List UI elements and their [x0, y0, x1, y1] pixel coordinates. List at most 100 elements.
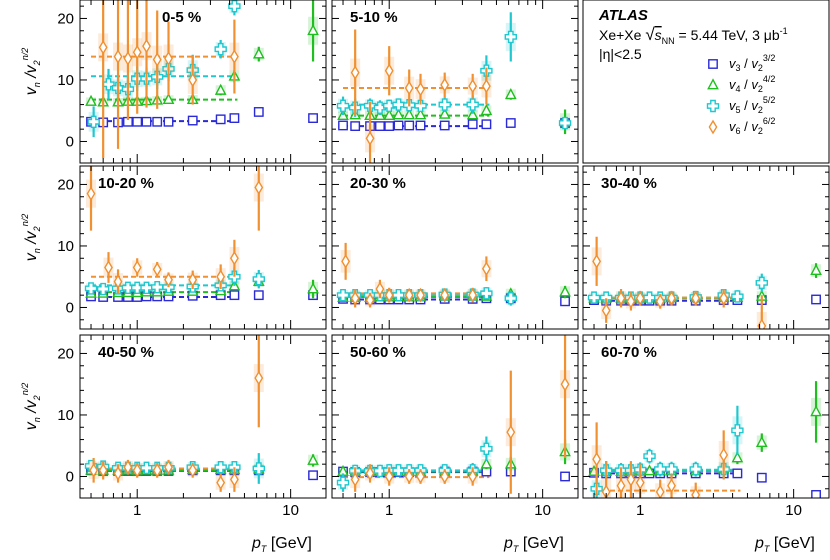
data-point-v6	[229, 49, 239, 64]
data-point-v4	[755, 435, 768, 448]
data-point-v3	[756, 472, 767, 483]
panel-frame	[582, 165, 830, 330]
data-point-v3	[350, 121, 361, 131]
data-point-v6	[404, 80, 414, 96]
legend-item-v5: v5 / v25/2	[706, 95, 775, 115]
data-point-v6	[132, 462, 142, 478]
data-point-v3	[338, 120, 348, 131]
data-point-v5	[383, 99, 396, 112]
data-point-v3	[481, 119, 492, 130]
panel-frame	[79, 0, 327, 164]
data-point-v6	[626, 472, 636, 487]
data-point-v6	[254, 370, 264, 386]
data-point-v6	[365, 131, 375, 146]
data-point-v4	[559, 285, 571, 297]
centrality-label: 10-20 %	[98, 175, 154, 192]
data-point-v6	[481, 261, 491, 277]
x-tick-label: 1	[133, 502, 141, 519]
y-tick-label: 20	[57, 10, 74, 27]
y-tick-label: 10	[57, 72, 74, 89]
data-point-v3	[308, 470, 318, 481]
legend-label: v3 / v23/2	[729, 53, 775, 73]
data-point-v6	[635, 290, 645, 306]
data-point-v6	[350, 65, 360, 80]
legend: v3 / v23/2v4 / v24/2v5 / v25/2v6 / v26/2	[706, 53, 775, 136]
legend-item-v6: v6 / v26/2	[708, 116, 775, 136]
data-point-v4	[504, 88, 517, 100]
legend-marker-v6	[708, 119, 718, 135]
x-tick-label: 10	[785, 502, 802, 519]
data-point-v5	[336, 99, 350, 112]
data-point-v3	[560, 296, 570, 307]
data-point-v5	[392, 464, 405, 477]
y-tick-label: 0	[66, 299, 74, 316]
data-point-v5	[392, 98, 405, 111]
data-point-v6	[404, 287, 414, 303]
data-point-v6	[667, 478, 676, 494]
data-point-v6	[719, 290, 729, 306]
data-point-v3	[811, 490, 821, 498]
data-point-v5	[504, 292, 517, 305]
data-point-v3	[308, 113, 318, 123]
data-point-v3	[404, 120, 415, 131]
experiment-label: ATLAS	[598, 7, 648, 24]
centrality-label: 60-70 %	[601, 344, 657, 361]
centrality-label: 5-10 %	[350, 9, 398, 26]
data-point-v4	[383, 108, 396, 121]
x-axis-title-col1: pT [GeV]	[251, 535, 312, 554]
data-point-v5	[214, 43, 227, 56]
panel-frame	[79, 165, 327, 330]
data-point-v3	[467, 119, 478, 130]
data-point-v6	[440, 77, 450, 93]
data-point-v6	[375, 281, 385, 297]
data-point-v5	[140, 281, 153, 294]
centrality-label: 40-50 %	[98, 344, 154, 361]
panel-5: 20-30 %	[331, 165, 579, 330]
data-point-v5	[373, 464, 387, 478]
data-point-v3	[811, 294, 821, 305]
plot-area	[587, 236, 822, 329]
data-point-v5	[438, 98, 451, 111]
data-point-v6	[229, 250, 239, 266]
data-point-v6	[123, 51, 133, 66]
data-point-v5	[121, 281, 135, 294]
data-point-v4	[480, 104, 493, 116]
x-tick-label: 10	[534, 502, 551, 519]
legend-item-v3: v3 / v23/2	[708, 53, 775, 73]
data-point-v5	[151, 280, 164, 294]
panel-frame	[79, 334, 327, 499]
data-point-v6	[468, 287, 478, 303]
y-axis-title-row1: vn /v2n/2	[20, 48, 42, 95]
panel-8: 50-60 % 1 10	[331, 334, 579, 519]
data-point-v6	[365, 292, 375, 308]
data-point-v5	[689, 462, 702, 476]
data-point-v6	[341, 253, 351, 269]
legend-marker-v5	[706, 99, 720, 113]
y-tick-label: 20	[57, 176, 74, 193]
data-point-v6	[655, 293, 665, 309]
data-point-v6	[86, 186, 96, 202]
data-point-v4	[85, 94, 97, 106]
data-point-v3	[253, 290, 264, 301]
info-box: ATLAS Xe+Xe √sNN = 5.44 TeV, 3 μb-1 |η|<…	[598, 7, 788, 136]
data-point-v4	[403, 108, 416, 120]
data-point-v6	[384, 469, 394, 484]
data-point-v5	[252, 272, 265, 286]
panel-4: 10-20 % 0 10 20	[57, 165, 327, 330]
data-point-v6	[560, 376, 570, 392]
plot-area	[336, 242, 571, 308]
data-point-v6	[132, 260, 142, 275]
data-point-v5	[252, 462, 265, 475]
data-point-v4	[438, 107, 451, 119]
panel-frame	[331, 165, 579, 330]
x-axis-title-col2: pT [GeV]	[503, 535, 564, 554]
data-point-v6	[384, 287, 394, 303]
data-point-v6	[123, 459, 133, 475]
data-point-v3	[253, 107, 264, 117]
data-point-v6	[468, 78, 478, 94]
data-point-v3	[229, 113, 240, 123]
panel-frame	[582, 334, 830, 499]
y-tick-label: 10	[57, 407, 74, 424]
data-point-v6	[164, 272, 173, 288]
